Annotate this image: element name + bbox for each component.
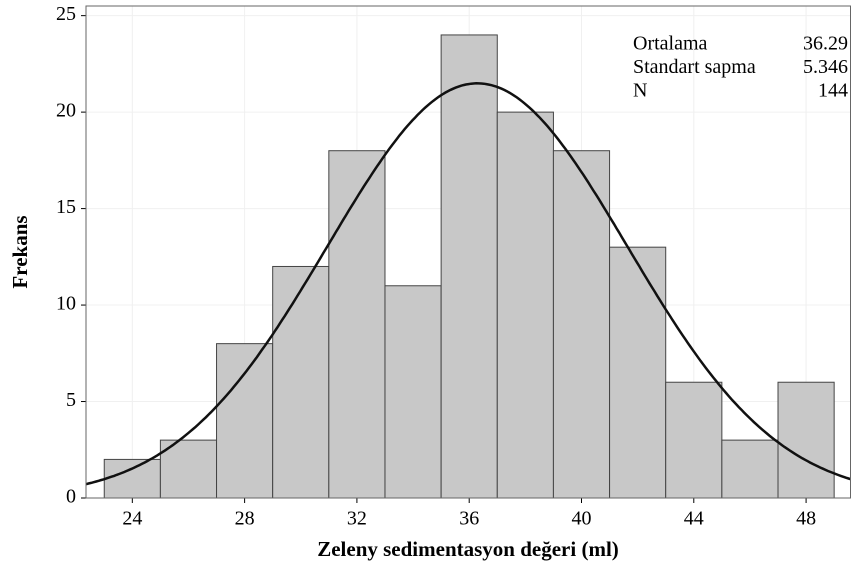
stat-label: Ortalama [633,33,708,55]
x-tick-label: 48 [796,508,816,530]
normal-curve [85,82,851,486]
x-tick-label: 32 [347,508,367,530]
bar [496,111,554,499]
bar [384,285,442,499]
y-tick-label: 0 [66,486,76,508]
x-tick-label: 36 [459,508,479,530]
x-tick-label: 40 [571,508,591,530]
y-tick-label: 25 [56,3,76,25]
y-tick-label: 5 [66,389,76,411]
stat-value: 5.346 [803,56,848,78]
x-tick-label: 24 [122,508,142,530]
y-tick-label: 10 [56,293,76,315]
bar [440,34,498,499]
x-tick-label: 44 [684,508,704,530]
stat-label: N [633,80,647,102]
bar [721,439,779,499]
stat-value: 144 [818,80,848,102]
y-tick-label: 20 [56,100,76,122]
bar [777,381,835,499]
bar [665,381,723,499]
bar [609,246,667,499]
bar [216,343,274,499]
stat-label: Standart sapma [633,56,756,78]
y-tick-label: 15 [56,196,76,218]
stat-value: 36.29 [803,33,848,55]
bar [103,458,161,499]
x-axis-title: Zeleny sedimentasyon değeri (ml) [317,537,619,561]
y-axis-title: Frekans [8,215,32,288]
bar [272,265,330,499]
x-tick-label: 28 [235,508,255,530]
bar [328,150,386,499]
bar [552,150,611,499]
